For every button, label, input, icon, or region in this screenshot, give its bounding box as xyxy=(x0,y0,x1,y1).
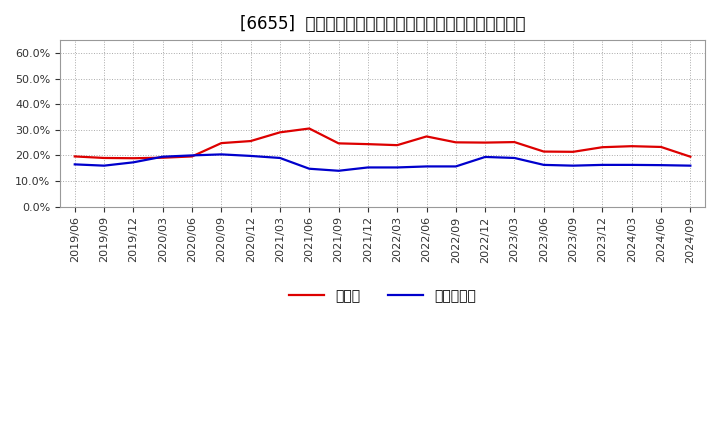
有利子負債 xyxy=(100,163,109,168)
現預金 xyxy=(569,149,577,154)
有利子負債 xyxy=(451,164,460,169)
有利子負債 xyxy=(510,155,519,161)
Legend: 現預金, 有利子負債: 現預金, 有利子負債 xyxy=(284,283,482,308)
有利子負債 xyxy=(686,163,695,168)
有利子負債 xyxy=(217,152,225,157)
有利子負債 xyxy=(129,160,138,165)
現預金 xyxy=(364,142,372,147)
現預金 xyxy=(451,139,460,145)
現預金 xyxy=(393,143,402,148)
Line: 現預金: 現預金 xyxy=(75,128,690,158)
現預金 xyxy=(100,155,109,161)
現預金 xyxy=(481,140,490,145)
Line: 有利子負債: 有利子負債 xyxy=(75,154,690,171)
有利子負債 xyxy=(569,163,577,168)
現預金 xyxy=(246,139,255,144)
有利子負債 xyxy=(71,162,79,167)
現預金 xyxy=(422,134,431,139)
現預金 xyxy=(71,154,79,159)
有利子負債 xyxy=(393,165,402,170)
有利子負債 xyxy=(364,165,372,170)
現預金 xyxy=(276,130,284,135)
現預金 xyxy=(188,154,197,159)
有利子負債 xyxy=(246,153,255,158)
有利子負債 xyxy=(158,154,167,159)
現預金 xyxy=(334,141,343,146)
現預金 xyxy=(305,126,314,131)
現預金 xyxy=(657,144,665,150)
現預金 xyxy=(539,149,548,154)
有利子負債 xyxy=(188,153,197,158)
有利子負債 xyxy=(305,166,314,171)
有利子負債 xyxy=(627,162,636,168)
有利子負債 xyxy=(598,162,607,168)
現預金 xyxy=(510,139,519,145)
有利子負債 xyxy=(334,168,343,173)
Title: [6655]  現預金、有利子負債の総資産に対する比率の推移: [6655] 現預金、有利子負債の総資産に対する比率の推移 xyxy=(240,15,526,33)
有利子負債 xyxy=(657,162,665,168)
現預金 xyxy=(627,143,636,149)
現預金 xyxy=(158,155,167,160)
有利子負債 xyxy=(481,154,490,160)
有利子負債 xyxy=(422,164,431,169)
現預金 xyxy=(129,156,138,161)
現預金 xyxy=(217,140,225,146)
有利子負債 xyxy=(539,162,548,168)
現預金 xyxy=(598,145,607,150)
現預金 xyxy=(686,154,695,159)
有利子負債 xyxy=(276,155,284,161)
